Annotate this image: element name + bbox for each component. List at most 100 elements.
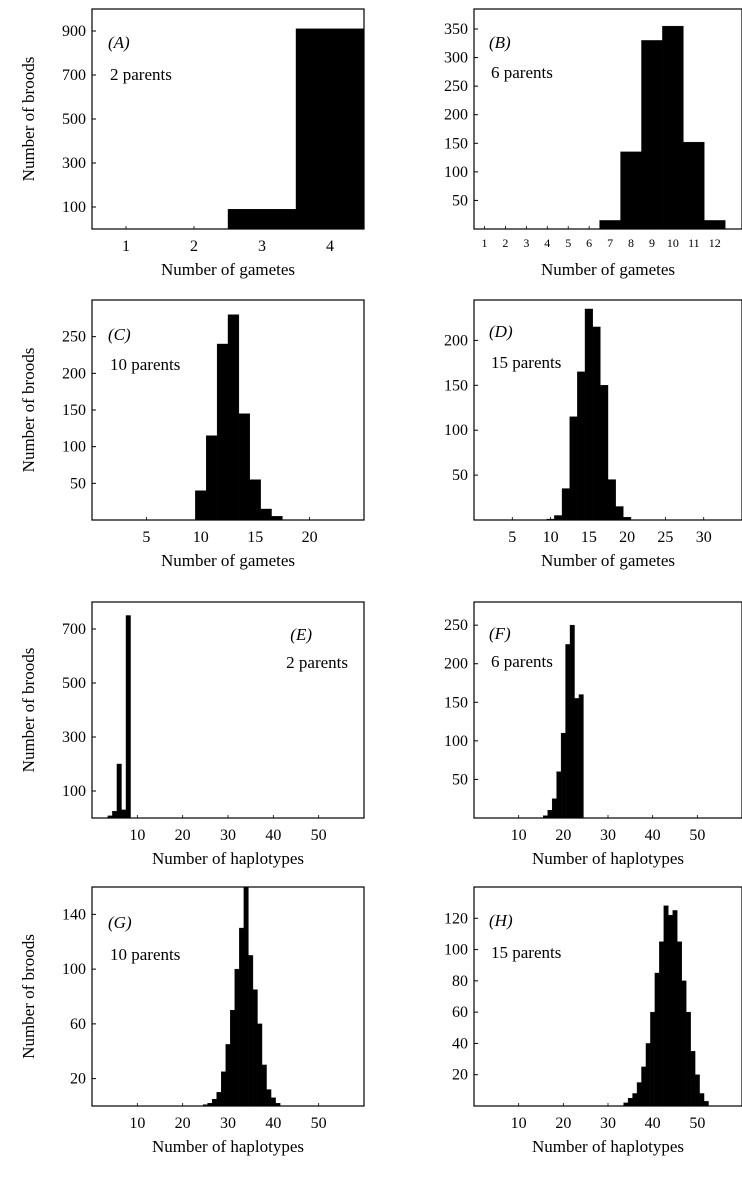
x-tick-label: 9 (649, 236, 655, 250)
plot-frame (473, 601, 742, 819)
x-tick-label: 40 (265, 1115, 281, 1132)
x-tick-label: 12 (709, 236, 721, 250)
y-tick-label: 20 (70, 1071, 86, 1088)
y-tick-label: 150 (444, 694, 468, 711)
parents-annotation: 2 parents (110, 65, 172, 84)
histogram-bar (556, 771, 562, 819)
histogram-bar (632, 1093, 638, 1107)
y-tick-label: 50 (452, 192, 468, 209)
histogram-bar (249, 479, 261, 521)
x-tick-label: 40 (645, 827, 661, 844)
histogram-bar (654, 972, 660, 1107)
histogram-bar (560, 732, 566, 819)
histogram-bar (257, 1023, 263, 1107)
y-tick-label: 200 (444, 107, 468, 124)
x-tick-label: 8 (628, 236, 634, 250)
histogram-bar (561, 488, 570, 521)
x-tick-label: 3 (258, 238, 266, 255)
x-tick-label: 6 (586, 236, 592, 250)
panel-d: 50 100 150 200 5 10 15 20 25 30 Number of gametes (… (444, 299, 742, 570)
panel-label: (B) (489, 33, 511, 52)
y-tick-label: 140 (62, 906, 86, 923)
y-tick-label: 250 (62, 329, 86, 346)
histogram-bar (239, 927, 245, 1107)
x-tick-label: 10 (129, 1115, 145, 1132)
panel-e: 100 300 500 700 10 20 30 40 50 Number of haplotyp… (19, 601, 365, 868)
histogram-bar (650, 1011, 656, 1107)
y-tick-label: 50 (452, 771, 468, 788)
histogram-bar (565, 644, 571, 819)
histogram-bar (685, 1011, 691, 1107)
histogram-bar (574, 698, 580, 819)
histogram-bar (243, 886, 249, 1107)
histogram-bar (295, 28, 365, 230)
histogram-bar (607, 479, 616, 521)
histogram-bar (699, 1093, 705, 1107)
y-tick-label: 100 (62, 439, 86, 456)
histogram-bar (220, 1071, 226, 1107)
histogram-bar (234, 968, 240, 1107)
histogram-bar (600, 385, 609, 521)
histogram-bar (645, 1043, 651, 1107)
x-tick-label: 20 (175, 1115, 191, 1132)
x-tick-label: 2 (502, 236, 508, 250)
panel-label: (A) (108, 33, 130, 52)
x-tick-label: 50 (311, 827, 327, 844)
x-tick-label: 5 (508, 529, 516, 546)
y-tick-label: 100 (62, 783, 86, 800)
histogram-bar (592, 326, 601, 521)
y-tick-label: 60 (70, 1016, 86, 1033)
y-tick-label: 300 (62, 155, 86, 172)
x-tick-label: 10 (129, 827, 145, 844)
histogram-bar (252, 989, 258, 1107)
panel-label: (C) (108, 325, 131, 344)
x-tick-label: 10 (193, 529, 209, 546)
y-tick-label: 700 (62, 67, 86, 84)
x-axis-label: Number of gametes (541, 551, 675, 570)
x-tick-label: 5 (565, 236, 571, 250)
parents-annotation: 10 parents (110, 945, 180, 964)
histogram-bar (216, 1092, 222, 1107)
x-tick-label: 10 (511, 1115, 527, 1132)
panel-h: 20 40 60 80 100 120 10 20 30 40 50 Number of haplot… (444, 886, 742, 1156)
parents-annotation: 2 parents (286, 653, 348, 672)
histogram-bar (238, 413, 250, 521)
y-tick-label: 200 (444, 332, 468, 349)
x-tick-label: 30 (600, 1115, 616, 1132)
x-axis-label: Number of gametes (541, 260, 675, 279)
y-tick-label: 100 (444, 164, 468, 181)
histogram-bar (615, 506, 624, 521)
histogram-bar (230, 1009, 235, 1107)
histogram-bar (216, 343, 229, 521)
y-tick-label: 250 (444, 78, 468, 95)
x-tick-label: 40 (265, 827, 281, 844)
panel-label: (E) (290, 625, 312, 644)
histogram-bar (225, 1044, 231, 1107)
y-tick-label: 120 (444, 910, 468, 927)
histogram-bar (211, 1098, 217, 1107)
x-tick-label: 25 (657, 529, 673, 546)
panel-c: 50 100 150 200 250 5 10 15 20 Number of gametes Nu… (19, 299, 365, 570)
plot-frame (473, 886, 742, 1107)
y-tick-label: 100 (62, 199, 86, 216)
histogram-bar (260, 508, 272, 521)
x-tick-label: 11 (688, 236, 700, 250)
y-axis-label: Number of broods (19, 934, 38, 1059)
histogram-bar (620, 151, 642, 230)
y-tick-label: 150 (444, 377, 468, 394)
panel-label: (F) (489, 624, 511, 643)
x-tick-label: 50 (689, 1115, 705, 1132)
histogram-bar (266, 1089, 272, 1107)
histogram-bar (547, 810, 553, 819)
histogram-bar (227, 314, 240, 521)
panel-g: 20 60 100 140 10 20 30 40 50 Number of haplotypes… (19, 886, 365, 1156)
parents-annotation: 6 parents (491, 652, 553, 671)
histogram-bar (577, 371, 586, 521)
y-tick-label: 50 (70, 475, 86, 492)
x-tick-label: 1 (481, 236, 487, 250)
histogram-bar (659, 941, 665, 1107)
histogram-bar (116, 763, 122, 819)
y-tick-label: 150 (444, 135, 468, 152)
